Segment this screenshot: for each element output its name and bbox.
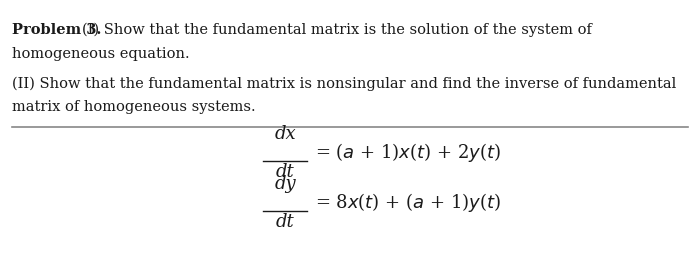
Text: = ($a$ + 1)$x$($t$) + 2$y$($t$): = ($a$ + 1)$x$($t$) + 2$y$($t$) xyxy=(315,142,501,165)
Text: dt: dt xyxy=(276,163,295,181)
Text: matrix of homogeneous systems.: matrix of homogeneous systems. xyxy=(12,100,256,114)
Text: dt: dt xyxy=(276,213,295,231)
Text: dx: dx xyxy=(274,125,296,143)
Text: Problem 3.: Problem 3. xyxy=(12,23,102,37)
Text: (I) Show that the fundamental matrix is the solution of the system of: (I) Show that the fundamental matrix is … xyxy=(82,23,592,37)
Text: dy: dy xyxy=(274,175,296,193)
Text: (II) Show that the fundamental matrix is nonsingular and find the inverse of fun: (II) Show that the fundamental matrix is… xyxy=(12,77,676,91)
Text: = 8$x$($t$) + ($a$ + 1)$y$($t$): = 8$x$($t$) + ($a$ + 1)$y$($t$) xyxy=(315,192,501,214)
Text: homogeneous equation.: homogeneous equation. xyxy=(12,47,190,61)
